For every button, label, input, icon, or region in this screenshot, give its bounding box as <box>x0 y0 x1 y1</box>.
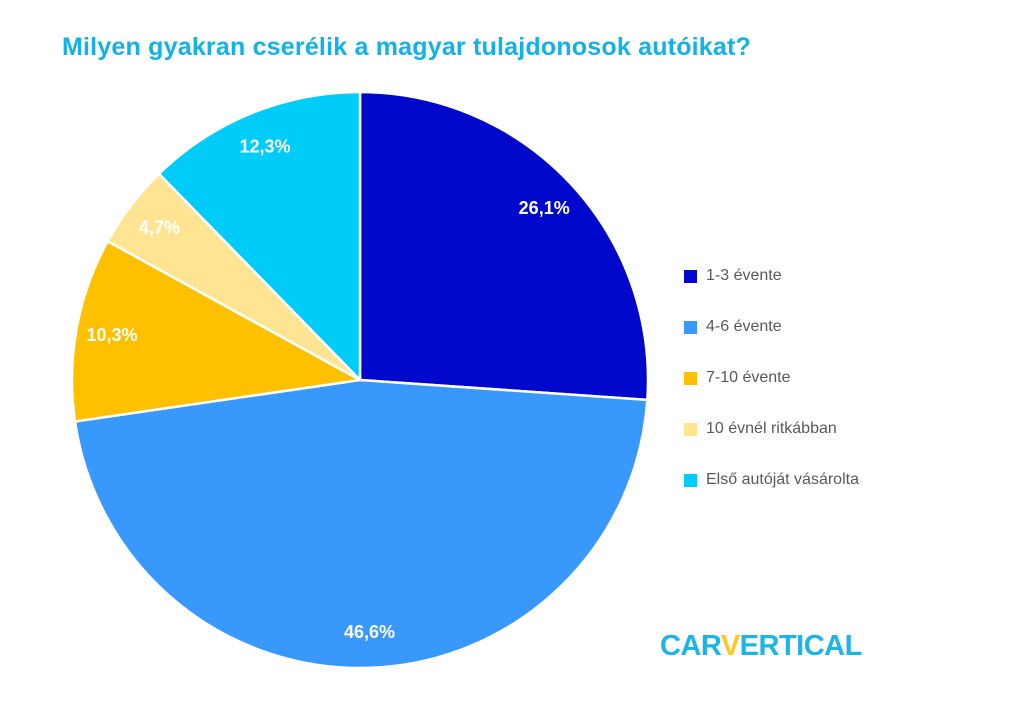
legend-swatch-icon <box>684 320 697 334</box>
logo-check-icon: V <box>720 630 740 662</box>
legend-item: 10 évnél ritkábban <box>684 419 859 439</box>
legend-label: 4-6 évente <box>706 318 782 335</box>
legend-swatch-icon <box>684 269 697 283</box>
legend-label: 1-3 évente <box>706 267 782 284</box>
pie-slice-3 <box>70 240 362 423</box>
pie-slice-1 <box>358 90 650 402</box>
logo-text-ertical: ERTICAL <box>739 630 863 662</box>
legend-item: Első autóját vásárolta <box>684 470 859 490</box>
pie-slice-label: 46,6% <box>344 622 395 642</box>
pie-slice-label: 26,1% <box>519 198 570 218</box>
pie-chart: 26,1% 46,6% 10,3% 4,7% 12,3% <box>70 90 650 670</box>
pie-slice-label: 10,3% <box>86 325 137 345</box>
pie-slice-label: 4,7% <box>139 217 180 237</box>
logo-text-car: CAR <box>660 630 721 662</box>
chart-legend: 1-3 évente 4-6 évente 7-10 évente 10 évnél … <box>684 266 859 490</box>
pie-slice-5 <box>157 90 362 382</box>
legend-swatch-icon <box>684 422 697 436</box>
legend-item: 4-6 évente <box>684 317 859 337</box>
legend-item: 7-10 évente <box>684 368 859 388</box>
legend-swatch-icon <box>684 371 697 385</box>
carvertical-logo: CARVERTICAL <box>660 630 862 663</box>
legend-swatch-icon <box>684 473 697 487</box>
pie-slice-label: 12,3% <box>239 137 290 157</box>
legend-item: 1-3 évente <box>684 266 859 286</box>
legend-label: 10 évnél ritkábban <box>706 420 837 437</box>
legend-label: 7-10 évente <box>706 369 791 386</box>
pie-slice-2 <box>73 378 649 670</box>
legend-label: Első autóját vásárolta <box>706 471 859 488</box>
chart-title: Milyen gyakran cserélik a magyar tulajdo… <box>62 32 752 61</box>
